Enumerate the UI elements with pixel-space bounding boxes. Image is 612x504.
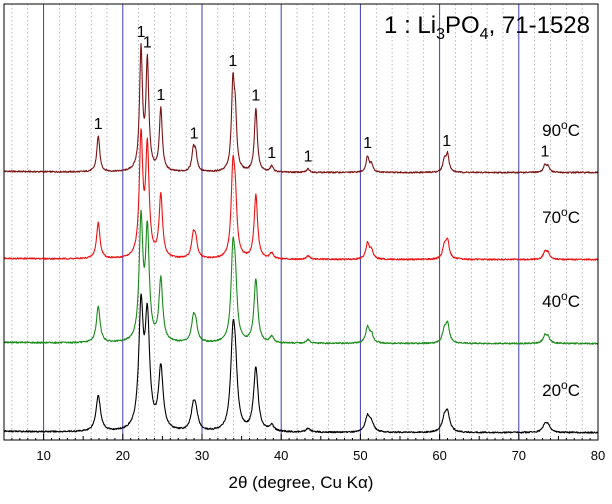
- x-tick-label: 70: [512, 448, 526, 463]
- x-tick-label: 10: [36, 448, 50, 463]
- x-tick-label: 80: [591, 448, 605, 463]
- plot-frame: [3, 3, 599, 441]
- series-label-90: 90oC: [542, 118, 580, 140]
- peak-marker-label: 1: [251, 88, 260, 105]
- minor-gridlines: [11, 4, 583, 440]
- legend-tail: , 71-1528: [489, 12, 590, 39]
- plot-background: [4, 4, 598, 440]
- x-axis-title: 2θ (degree, Cu Kα): [229, 473, 374, 492]
- x-axis-ticks: 10 20 30 40 50 60 70 80: [3, 434, 605, 463]
- x-tick-label: 30: [195, 448, 209, 463]
- peak-marker-label: 1: [94, 116, 103, 133]
- x-tick-label: 20: [116, 448, 130, 463]
- x-tick-label: 40: [274, 448, 288, 463]
- legend-main: 1 : Li: [384, 12, 436, 39]
- peak-marker-label: 1: [363, 135, 372, 152]
- series-label-40: 40oC: [542, 289, 580, 311]
- series-label-70: 70oC: [542, 205, 580, 227]
- legend-formula: 1 : Li3PO4, 71-1528: [384, 12, 590, 43]
- peak-marker-label: 1: [267, 145, 276, 162]
- peak-marker-label: 1: [540, 144, 549, 161]
- peak-marker-label: 1: [228, 53, 237, 70]
- peak-marker-label: 1: [442, 133, 451, 150]
- peak-marker-label: 1: [143, 35, 152, 52]
- x-tick-label: 60: [432, 448, 446, 463]
- series-line-90: [3, 42, 599, 174]
- series-line-70: [3, 128, 599, 261]
- legend-sub-2: 4: [480, 26, 489, 43]
- series-label-20: 20oC: [542, 378, 580, 400]
- peak-marker-label: 1: [156, 87, 165, 104]
- series-line-20: [3, 293, 599, 434]
- major-gridlines: [43, 4, 520, 440]
- series-line-40: [3, 209, 599, 345]
- series-layer: 90oC 70oC 40oC 20oC: [3, 42, 599, 434]
- legend-mid: PO: [445, 12, 480, 39]
- peak-marker-label: 1: [304, 148, 313, 165]
- x-tick-label: 50: [353, 448, 367, 463]
- peak-marker-label: 1: [190, 125, 199, 142]
- legend-sub-1: 3: [436, 26, 445, 43]
- peak-marker-label: 1: [137, 24, 146, 41]
